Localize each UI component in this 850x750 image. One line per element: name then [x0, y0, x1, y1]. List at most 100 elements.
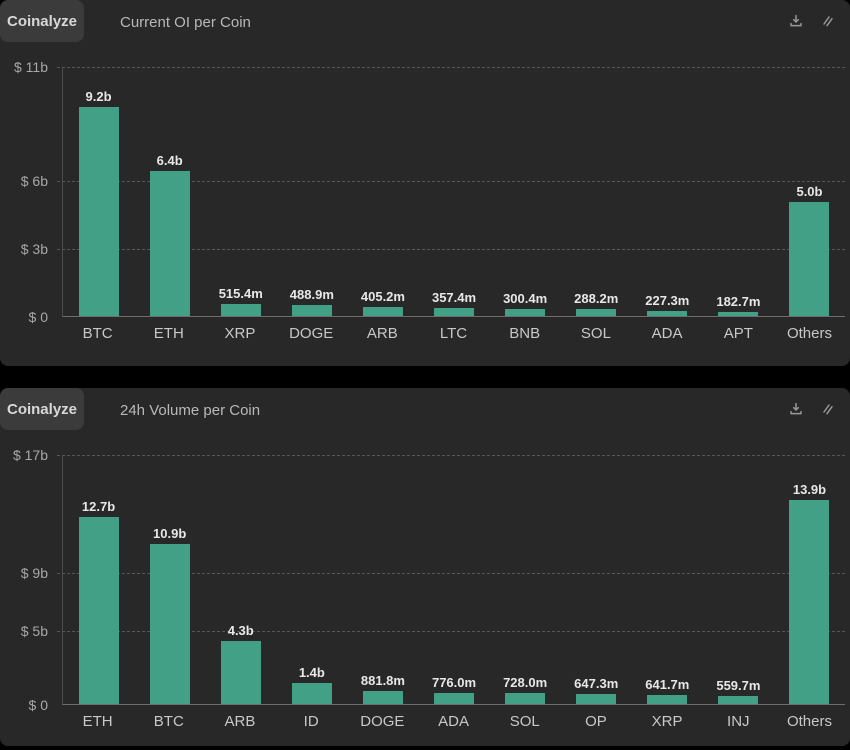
- bar-slot: 9.2b: [63, 67, 134, 316]
- x-axis-label: XRP: [651, 713, 683, 730]
- bar-ada[interactable]: [647, 310, 688, 316]
- x-axis-label: BTC: [82, 325, 113, 342]
- y-tick-label: $ 9b: [20, 564, 48, 581]
- y-tick-label: $ 6b: [20, 172, 48, 189]
- y-tick-label: $ 17b: [12, 447, 48, 463]
- bar-value-label: 647.3m: [574, 676, 619, 692]
- download-icon[interactable]: [788, 13, 804, 29]
- bar-slot: 6.4b: [134, 67, 205, 316]
- bar-ada[interactable]: [434, 692, 475, 704]
- bar-eth[interactable]: [149, 170, 190, 316]
- x-axis-label: DOGE: [360, 713, 405, 730]
- x-axis-label: INJ: [727, 713, 750, 730]
- bar-xrp[interactable]: [647, 694, 688, 704]
- bar-sol[interactable]: [505, 693, 546, 704]
- x-axis-label: SOL: [580, 325, 611, 342]
- bar-slot: 300.4m: [490, 67, 561, 316]
- gridline: [57, 455, 845, 456]
- bar-op[interactable]: [576, 694, 617, 704]
- x-axis-label: ARB: [366, 325, 398, 342]
- volume-widget: Coinalyze 24h Volume per Coin $ 17b $ 9b $…: [0, 388, 850, 746]
- bar-slot: 647.3m: [561, 455, 632, 704]
- bar-slot: 1.4b: [276, 455, 347, 704]
- y-tick-label: $ 0: [28, 309, 48, 325]
- draw-icon[interactable]: [820, 13, 836, 29]
- bar-others[interactable]: [789, 499, 830, 704]
- bar-inj[interactable]: [718, 695, 759, 704]
- x-axis-label: ETH: [82, 713, 113, 730]
- bar-bnb[interactable]: [505, 309, 546, 316]
- bar-value-label: 776.0m: [431, 674, 477, 690]
- x-axis-label: Others: [786, 713, 832, 730]
- bar-arb[interactable]: [362, 306, 403, 316]
- y-tick-label: $ 3b: [20, 240, 48, 257]
- bar-id[interactable]: [291, 683, 332, 704]
- bar-slot: 10.9b: [134, 455, 205, 704]
- bar-value-label: 6.4b: [156, 152, 183, 168]
- chart-title: Current OI per Coin: [120, 13, 251, 31]
- bar-value-label: 288.2m: [574, 291, 619, 307]
- bar-slot: 4.3b: [205, 455, 276, 704]
- gridline: [57, 67, 845, 68]
- bar-slot: 182.7m: [703, 67, 774, 316]
- bar-value-label: 488.9m: [289, 286, 334, 302]
- bar-btc[interactable]: [78, 106, 119, 316]
- x-axis-label: XRP: [224, 325, 256, 342]
- bar-value-label: 10.9b: [153, 525, 187, 541]
- bar-apt[interactable]: [718, 311, 759, 316]
- bar-btc[interactable]: [149, 543, 190, 704]
- bar-slot: 13.9b: [774, 455, 845, 704]
- coinalyze-logo-badge[interactable]: Coinalyze: [0, 0, 84, 42]
- chart-title: 24h Volume per Coin: [120, 401, 261, 419]
- widget-toolbar: [788, 0, 836, 42]
- oi-widget: Coinalyze Current OI per Coin $ 11b $ 6b $…: [0, 0, 850, 366]
- bar-eth[interactable]: [78, 517, 119, 704]
- x-axis-label: ARB: [224, 713, 256, 730]
- plot-area: 9.2b 6.4b 515.4m 488.9m 405.2m 357.4m 300.4m 28…: [57, 67, 845, 317]
- x-axis-labels: ETH BTC ARB ID DOGE ADA SOL OP XRP INJ Others: [62, 713, 845, 733]
- bar-slot: 488.9m: [276, 67, 347, 316]
- bar-value-label: 881.8m: [360, 673, 405, 689]
- bar-slot: 357.4m: [418, 67, 489, 316]
- bar-value-label: 5.0b: [796, 184, 823, 200]
- coinalyze-logo-badge[interactable]: Coinalyze: [0, 388, 84, 430]
- x-axis-labels: BTC ETH XRP DOGE ARB LTC BNB SOL ADA APT Others: [62, 325, 845, 345]
- y-tick-label: $ 0: [28, 697, 48, 713]
- bar-value-label: 9.2b: [85, 88, 112, 104]
- bar-value-label: 13.9b: [792, 481, 827, 497]
- bar-value-label: 182.7m: [716, 293, 761, 309]
- bar-arb[interactable]: [220, 640, 261, 704]
- y-tick-label: $ 5b: [20, 623, 48, 640]
- y-tick-label: $ 11b: [14, 59, 48, 75]
- bar-slot: 515.4m: [205, 67, 276, 316]
- bar-slot: 641.7m: [632, 455, 703, 704]
- download-icon[interactable]: [788, 401, 804, 417]
- bar-others[interactable]: [789, 202, 830, 316]
- draw-icon[interactable]: [820, 401, 836, 417]
- gridline: [57, 631, 845, 633]
- widget-toolbar: [788, 388, 836, 430]
- x-axis-label: SOL: [509, 713, 540, 730]
- bar-value-label: 405.2m: [360, 288, 405, 304]
- bar-slot: 288.2m: [561, 67, 632, 316]
- bar-xrp[interactable]: [220, 304, 261, 316]
- bar-doge[interactable]: [291, 304, 332, 316]
- bar-value-label: 728.0m: [503, 675, 548, 691]
- bar-value-label: 12.7b: [81, 499, 116, 515]
- bar-value-label: 357.4m: [431, 289, 477, 305]
- bar-slot: 12.7b: [63, 455, 134, 704]
- y-axis-ticks: $ 11b $ 6b $ 3b $ 0: [0, 59, 54, 325]
- bar-sol[interactable]: [576, 309, 617, 316]
- x-axis-label: ADA: [651, 325, 683, 342]
- grid: [57, 67, 845, 316]
- bar-doge[interactable]: [362, 691, 403, 704]
- x-axis-label: APT: [723, 325, 753, 342]
- bar-value-label: 559.7m: [716, 677, 761, 693]
- bar-slot: 728.0m: [490, 455, 561, 704]
- gridline: [57, 572, 845, 574]
- bar-slot: 227.3m: [632, 67, 703, 316]
- bar-value-label: 1.4b: [298, 665, 325, 681]
- bars: 12.7b 10.9b 4.3b 1.4b 881.8m 776.0m 728.0m 647.…: [63, 455, 845, 704]
- x-axis-label: OP: [585, 713, 607, 730]
- bar-ltc[interactable]: [434, 307, 475, 316]
